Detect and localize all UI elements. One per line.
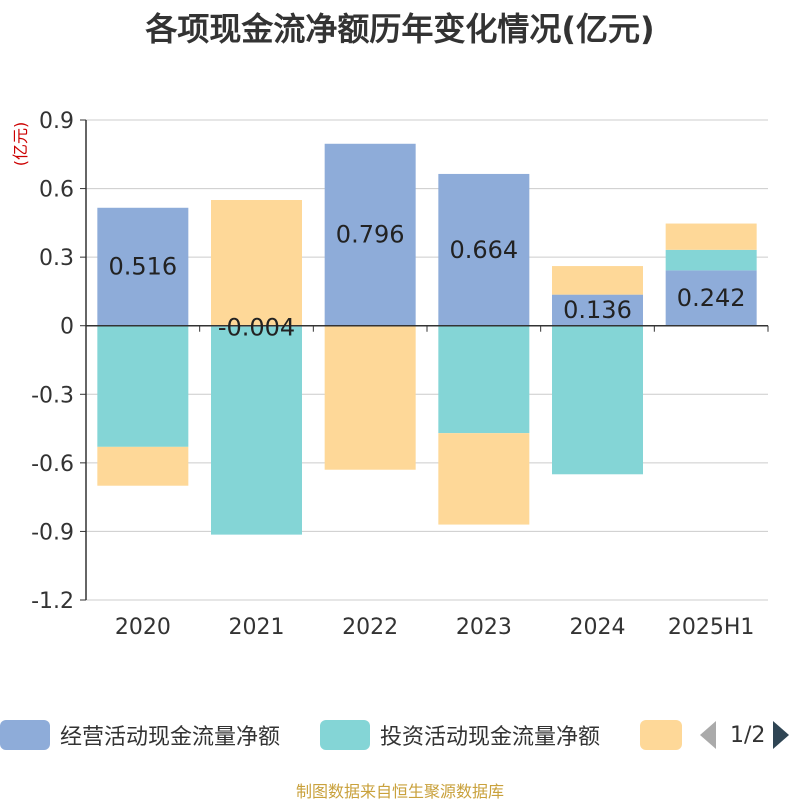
data-label-operating: 0.242	[677, 284, 746, 312]
chart: 0.9 0.6 0.3 0 -0.3 -0.6 -0.9 -1.2 2020 2021 2022 20…	[11, 109, 769, 640]
source-note: 制图数据来自恒生聚源数据库	[295, 782, 504, 801]
grid-lines	[86, 119, 768, 601]
bar-2021-series-2[interactable]	[211, 200, 302, 326]
legend-label-investing: 投资活动现金流量净额	[380, 725, 601, 750]
x-tick-label: 2020	[115, 615, 171, 640]
bar-2024-series-0[interactable]	[552, 294, 643, 326]
pager-prev-icon[interactable]	[700, 721, 716, 749]
bar-2024-series-1[interactable]	[552, 325, 643, 475]
bars	[97, 143, 757, 535]
data-label-operating: -0.004	[218, 314, 295, 342]
legend-item-financing[interactable]	[640, 715, 682, 755]
bar-2023-series-0[interactable]	[438, 173, 530, 326]
bar-2022-series-0[interactable]	[324, 143, 416, 326]
data-label-operating: 0.796	[336, 221, 405, 249]
y-tick-label: 0.3	[39, 246, 74, 271]
y-tick-label: -0.3	[31, 383, 74, 408]
x-tick-label: 2021	[229, 615, 285, 640]
legend-pager: 1/2	[700, 715, 800, 755]
bar-2020-series-2[interactable]	[97, 446, 189, 486]
legend-item-investing[interactable]: 投资活动现金流量净额	[320, 715, 600, 755]
pager-text: 1/2	[730, 722, 766, 748]
pager-next-icon[interactable]	[773, 721, 790, 749]
x-tick-label: 2022	[342, 615, 398, 640]
data-labels: 0.516 -0.004 0.796 0.664 0.136 0.242	[108, 221, 745, 342]
y-tick-label: -0.6	[31, 452, 74, 477]
bar-2021-series-1[interactable]	[211, 326, 302, 535]
legend-swatch-investing	[320, 720, 370, 750]
y-tick-label: 0	[60, 315, 74, 340]
legend-item-operating[interactable]: 经营活动现金流量净额	[0, 715, 280, 755]
bar-2020-series-0[interactable]	[97, 207, 189, 326]
bar-2023-series-1[interactable]	[438, 325, 530, 434]
axes: 0.9 0.6 0.3 0 -0.3 -0.6 -0.9 -1.2 2020 2021 2022 20…	[31, 109, 769, 640]
chart-title: 各项现金流净额历年变化情况(亿元)	[145, 10, 655, 48]
y-tick-label: 0.6	[39, 178, 74, 203]
legend-swatch-financing	[640, 720, 682, 750]
legend-swatch-operating	[0, 720, 50, 750]
legend: 经营活动现金流量净额 投资活动现金流量净额	[0, 715, 800, 755]
y-tick-label: -0.9	[31, 520, 74, 545]
y-axis-label: (亿元)	[11, 122, 30, 167]
bar-2020-series-1[interactable]	[97, 325, 189, 447]
bar-2024-series-2[interactable]	[552, 266, 643, 295]
bar-2025H1-series-2[interactable]	[665, 223, 757, 250]
x-tick-label: 2023	[456, 615, 512, 640]
bar-2022-series-2[interactable]	[324, 325, 416, 470]
bar-2025H1-series-0[interactable]	[665, 270, 757, 326]
y-tick-label: 0.9	[39, 109, 74, 134]
legend-label-operating: 经营活动现金流量净额	[60, 725, 281, 750]
bar-2025H1-series-1[interactable]	[665, 249, 757, 271]
x-tick-label: 2025H1	[668, 615, 755, 640]
x-tick-label: 2024	[570, 615, 626, 640]
y-tick-label: -1.2	[31, 589, 74, 614]
data-label-operating: 0.136	[563, 296, 632, 324]
bar-2023-series-2[interactable]	[438, 433, 530, 525]
data-label-operating: 0.516	[108, 253, 177, 281]
data-label-operating: 0.664	[449, 236, 518, 264]
